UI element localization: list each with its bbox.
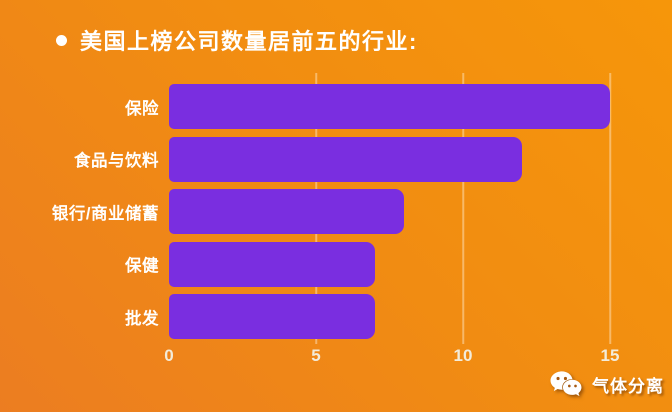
bar-食品与饮料 bbox=[169, 136, 522, 182]
x-tick-label: 15 bbox=[600, 346, 620, 365]
category-label: 保险 bbox=[125, 99, 159, 118]
bar-保健 bbox=[169, 241, 375, 287]
category-label: 银行/商业储蓄 bbox=[51, 204, 159, 223]
title-text: 美国上榜公司数量居前五的行业: bbox=[80, 29, 418, 54]
page-title: 美国上榜公司数量居前五的行业: bbox=[56, 24, 418, 56]
chart-row: 保健 bbox=[0, 241, 672, 287]
category-label: 保健 bbox=[125, 257, 159, 275]
wechat-icon bbox=[550, 371, 582, 397]
category-label: 食品与饮料 bbox=[74, 152, 159, 170]
gridline bbox=[609, 73, 611, 344]
x-axis: 0 5 10 15 bbox=[0, 346, 672, 368]
x-tick-label: 10 bbox=[453, 346, 473, 365]
bar-chart: 保险食品与饮料银行/商业储蓄保健批发 bbox=[0, 84, 672, 347]
category-label: 批发 bbox=[125, 309, 159, 328]
bar-保险 bbox=[169, 84, 610, 129]
x-tick-label: 0 bbox=[164, 346, 174, 365]
bar-批发 bbox=[169, 294, 375, 339]
watermark-text: 气体分离 bbox=[592, 377, 664, 396]
chart-row: 银行/商业储蓄 bbox=[0, 189, 672, 234]
title-bullet-icon bbox=[56, 34, 67, 46]
bar-银行/商业储蓄 bbox=[169, 189, 405, 234]
gridline bbox=[462, 73, 464, 344]
watermark: 气体分离 bbox=[549, 370, 664, 399]
chart-row: 保险 bbox=[0, 84, 672, 129]
x-tick-label: 5 bbox=[311, 346, 321, 365]
chart-row: 食品与饮料 bbox=[0, 136, 672, 182]
chart-row: 批发 bbox=[0, 294, 672, 339]
